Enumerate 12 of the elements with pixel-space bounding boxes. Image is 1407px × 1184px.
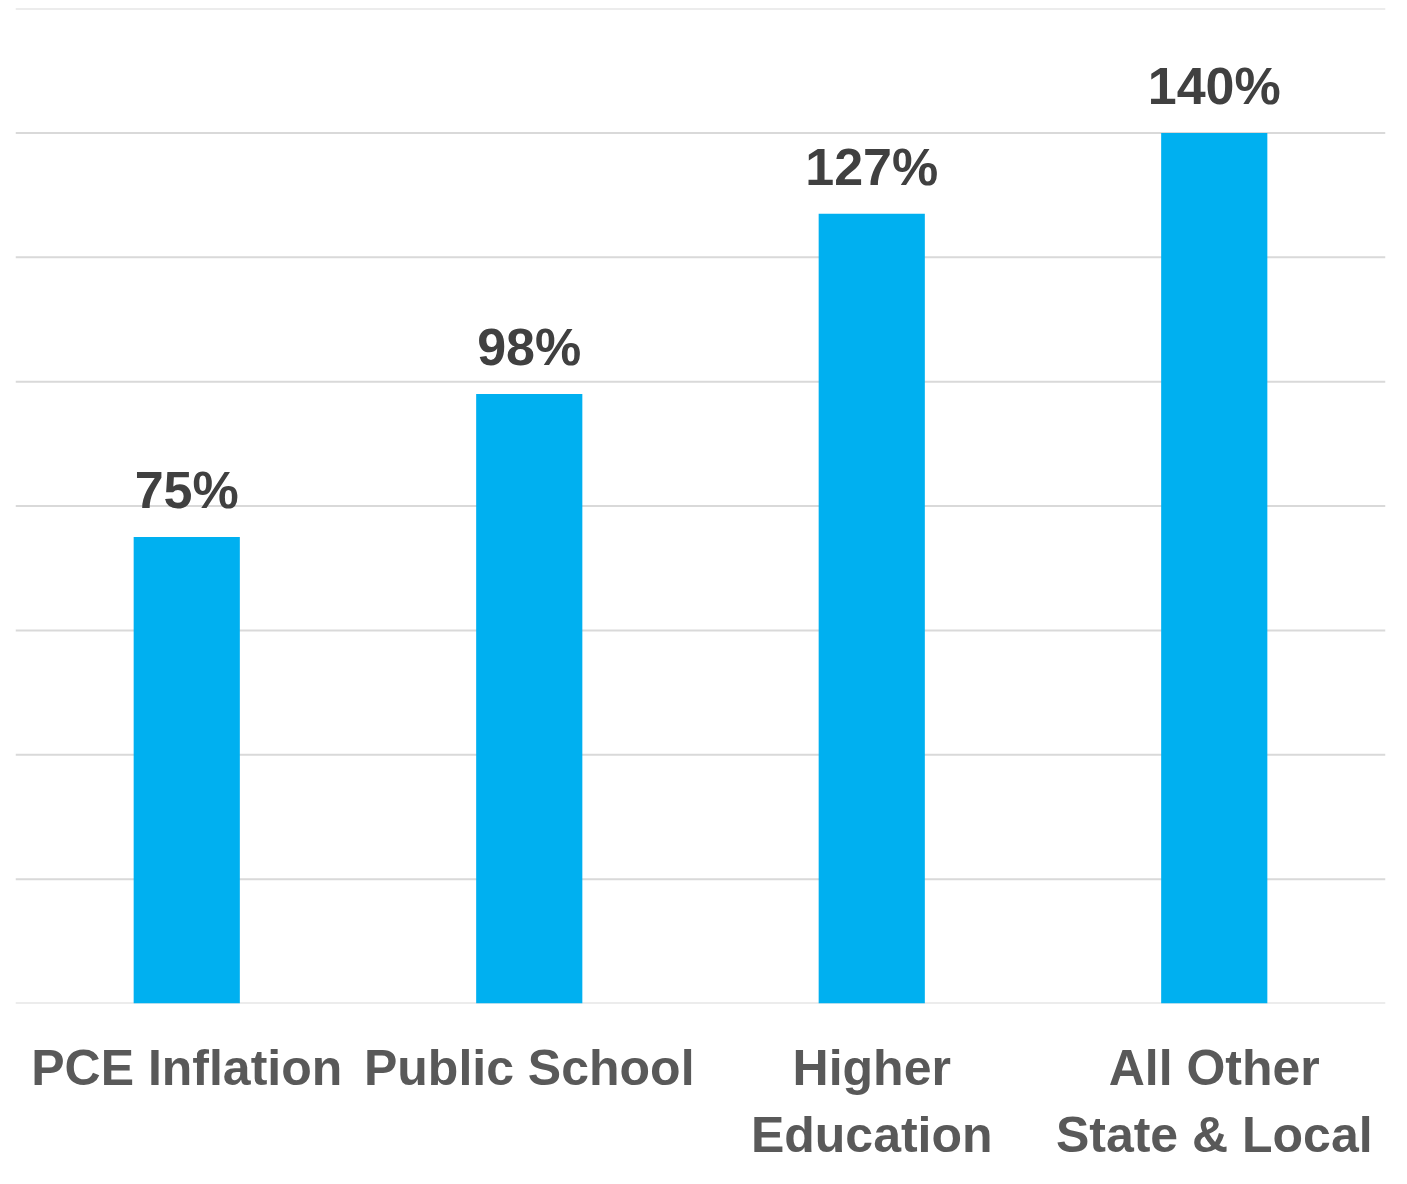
bar xyxy=(476,394,583,1004)
bar xyxy=(133,537,240,1004)
data-label: 140% xyxy=(1147,56,1281,115)
data-label: 127% xyxy=(805,137,939,196)
data-label: 75% xyxy=(134,461,239,520)
bar xyxy=(818,213,925,1004)
bar xyxy=(1161,132,1268,1004)
x-tick-label: Public School xyxy=(363,1039,695,1096)
data-label: 98% xyxy=(477,318,582,377)
x-tick-label: PCE Inflation xyxy=(31,1039,343,1096)
x-tick-label: Higher Education xyxy=(750,1039,993,1163)
x-tick-label: All Other State & Local xyxy=(1055,1039,1373,1163)
